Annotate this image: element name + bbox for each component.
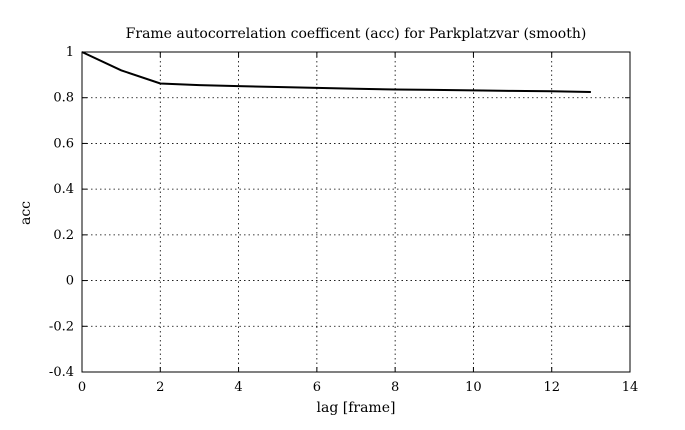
y-tick-label: 0.4 <box>53 182 74 197</box>
series-group <box>81 51 591 93</box>
x-axis-label: lag [frame] <box>317 400 396 416</box>
x-tick-label: 4 <box>234 380 242 395</box>
y-tick-label: 0.6 <box>53 136 74 151</box>
grid <box>82 52 630 372</box>
y-tick-label: 1 <box>66 45 74 60</box>
y-tick-label: 0.2 <box>53 228 74 243</box>
y-tick-label: -0.4 <box>49 365 74 380</box>
chart-title: Frame autocorrelation coefficent (acc) f… <box>126 26 587 42</box>
axis-ticks: 0 2 4 6 8 10 12 14 -0.4 -0.2 0 0.2 0.4 0.6 0.8 1 <box>49 45 638 395</box>
x-tick-label: 12 <box>543 380 560 395</box>
series-line <box>81 51 591 93</box>
x-tick-label: 10 <box>465 380 482 395</box>
y-tick-label: -0.2 <box>49 319 74 334</box>
y-tick-label: 0.8 <box>53 91 74 106</box>
y-axis-label: acc <box>18 201 34 225</box>
x-tick-label: 6 <box>313 380 321 395</box>
x-tick-label: 2 <box>156 380 164 395</box>
y-tick-label: 0 <box>66 274 74 289</box>
x-tick-label: 14 <box>622 380 639 395</box>
plot-frame <box>81 51 631 373</box>
x-tick-label: 0 <box>78 380 86 395</box>
x-tick-label: 8 <box>391 380 399 395</box>
